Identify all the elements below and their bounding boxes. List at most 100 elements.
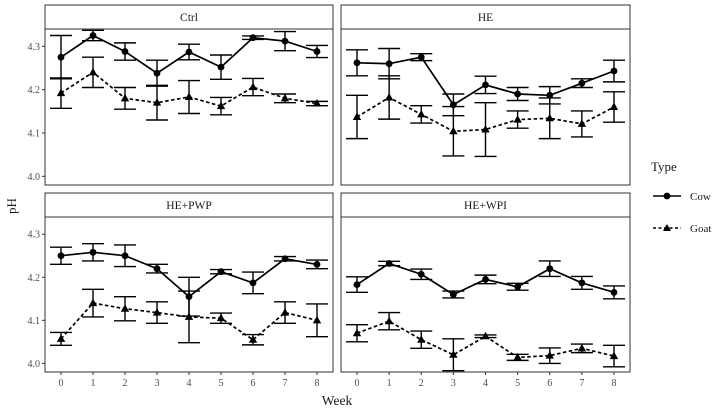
legend-key-cow — [653, 192, 681, 200]
series-cow — [50, 29, 328, 87]
x-tick-label: 3 — [155, 378, 160, 389]
data-point — [610, 67, 618, 75]
panel-he-wpi: HE+WPI 0 1 2 3 4 5 6 7 8 — [340, 192, 631, 389]
data-point — [353, 59, 361, 67]
data-point — [281, 255, 289, 263]
x-tick-label: 7 — [579, 378, 584, 389]
data-point — [352, 328, 362, 337]
x-tick-label: 8 — [315, 378, 320, 389]
x-tick-label: 2 — [419, 378, 424, 389]
x-tick-label: 4 — [483, 378, 488, 389]
data-point — [280, 93, 290, 102]
data-point — [121, 252, 129, 260]
series-goat — [50, 288, 328, 347]
series-goat — [50, 56, 328, 121]
x-tick-label: 0 — [59, 378, 64, 389]
series-cow — [50, 242, 328, 317]
data-point — [546, 265, 554, 273]
y-tick-label: 4.2 — [28, 85, 41, 96]
x-tick-label: 2 — [123, 378, 128, 389]
x-tick-label: 6 — [547, 378, 552, 389]
data-point — [609, 102, 619, 110]
x-tick-label: 5 — [219, 378, 224, 389]
data-point — [248, 82, 258, 91]
data-point — [216, 101, 226, 110]
series-line — [356, 96, 615, 133]
facet-title: HE — [478, 12, 493, 24]
data-point — [152, 308, 162, 316]
data-point — [249, 34, 257, 42]
panel-he-pwp: HE+PWP 4.0 4.1 4.2 4.3 0 1 2 3 4 5 6 7 8 — [28, 192, 334, 389]
series-line — [356, 320, 615, 359]
data-point — [56, 334, 66, 342]
data-point — [482, 81, 489, 89]
data-point — [449, 291, 457, 298]
y-tick-label: 4.0 — [28, 359, 41, 370]
legend-key-goat — [653, 224, 681, 231]
data-point — [89, 248, 97, 256]
data-point — [281, 37, 289, 45]
data-point — [417, 109, 426, 118]
data-point — [610, 288, 618, 296]
data-point — [313, 260, 321, 268]
x-tick-label: 3 — [451, 378, 456, 389]
data-point — [57, 53, 65, 61]
legend: Type Cow Goat — [651, 159, 711, 235]
data-point — [353, 281, 361, 288]
data-point — [89, 32, 97, 39]
x-tick-label: 4 — [187, 378, 192, 389]
y-tick-label: 4.3 — [28, 42, 41, 53]
data-point — [481, 331, 490, 340]
data-point — [385, 260, 393, 267]
data-point — [56, 88, 66, 97]
data-point — [88, 67, 98, 76]
data-point — [577, 119, 587, 127]
data-point — [417, 335, 426, 343]
data-point — [513, 352, 522, 361]
data-point — [185, 48, 193, 56]
data-point — [153, 265, 161, 273]
data-point — [417, 270, 425, 278]
facet-strip — [340, 4, 631, 30]
data-point — [385, 60, 393, 68]
data-point — [546, 91, 554, 99]
data-point — [384, 316, 394, 325]
x-tick-label: 1 — [387, 378, 392, 389]
data-point — [120, 93, 130, 102]
series-goat — [346, 75, 625, 158]
y-tick-label: 4.1 — [28, 129, 41, 140]
data-point — [120, 304, 130, 312]
data-point — [609, 351, 619, 360]
data-point — [578, 79, 586, 87]
legend-label-cow: Cow — [690, 191, 711, 203]
facet-strip — [44, 4, 334, 30]
data-point — [280, 308, 290, 316]
x-tick-label: 1 — [91, 378, 96, 389]
data-point — [313, 48, 321, 55]
series-goat — [346, 311, 625, 372]
x-tick-label: 8 — [612, 378, 617, 389]
x-tick-label: 5 — [515, 378, 520, 389]
series-cow — [346, 260, 625, 300]
data-point — [184, 92, 194, 101]
facet-title: Ctrl — [180, 12, 198, 24]
data-point — [352, 112, 362, 120]
data-point — [249, 279, 257, 287]
data-point — [217, 63, 225, 71]
data-point — [578, 279, 586, 287]
data-point — [481, 125, 490, 133]
data-point — [312, 99, 322, 107]
y-tick-label: 4.2 — [28, 273, 41, 284]
y-tick-label: 4.3 — [28, 230, 41, 241]
data-point — [482, 276, 489, 283]
data-point — [216, 313, 226, 322]
legend-label-goat: Goat — [690, 223, 711, 235]
facet-title: HE+WPI — [464, 200, 507, 212]
data-point — [417, 53, 425, 61]
data-point — [217, 268, 225, 276]
data-point — [513, 115, 522, 123]
legend-cow-marker-icon — [663, 192, 671, 200]
plot-border — [44, 28, 334, 186]
panel-he: HE — [340, 4, 631, 186]
data-point — [57, 252, 65, 260]
